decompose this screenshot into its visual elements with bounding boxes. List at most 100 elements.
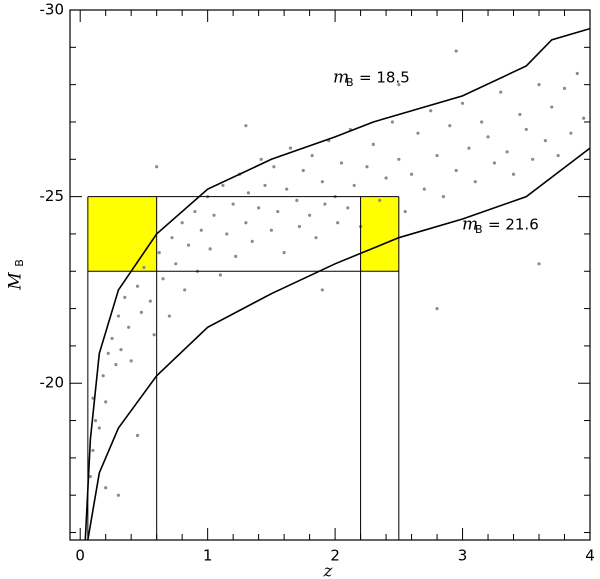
x-tick-label: 2 (330, 547, 340, 565)
data-point (104, 400, 108, 404)
data-point (101, 374, 105, 378)
data-point (397, 157, 401, 161)
data-point (234, 254, 238, 258)
x-tick-label: 0 (75, 547, 85, 565)
data-point (531, 157, 535, 161)
data-point (119, 348, 123, 352)
data-point (170, 236, 174, 240)
data-point (320, 288, 324, 292)
data-point (186, 243, 191, 247)
data-point (365, 165, 369, 169)
data-point (543, 139, 547, 143)
data-point (157, 251, 161, 255)
x-tick-label: 4 (585, 547, 595, 565)
data-point (480, 120, 484, 124)
data-point (104, 486, 108, 490)
data-point (257, 206, 261, 210)
data-point (276, 209, 280, 214)
data-point (537, 262, 541, 266)
data-point (135, 284, 140, 288)
data-point (123, 295, 127, 299)
data-point (582, 116, 586, 120)
data-point (93, 418, 98, 423)
data-point (193, 209, 197, 214)
data-point (569, 131, 573, 135)
data-point (435, 153, 439, 158)
data-point (282, 251, 286, 255)
data-point (511, 172, 516, 176)
data-point (346, 206, 350, 210)
data-point (435, 306, 439, 311)
data-point (492, 161, 497, 165)
data-point (339, 161, 344, 165)
data-point (454, 168, 458, 173)
data-point (88, 474, 92, 479)
magnitude-limit-curve (87, 147, 591, 541)
data-point (263, 183, 267, 188)
data-point (310, 153, 314, 158)
data-point (244, 221, 248, 225)
data-point (91, 396, 95, 400)
data-point (218, 273, 222, 277)
data-point (518, 112, 522, 117)
x-tick-label: 1 (203, 547, 213, 565)
magnitude-limit-curve (84, 27, 591, 541)
data-point (183, 288, 187, 292)
highlight-region (87, 196, 157, 272)
data-point (269, 228, 273, 232)
data-point (295, 198, 299, 202)
y-tick-label: -25 (40, 187, 65, 205)
data-point (403, 209, 407, 214)
y-label-subscript: B (13, 259, 26, 267)
data-point (116, 314, 121, 318)
data-point (135, 433, 140, 438)
y-tick-label: -20 (40, 374, 65, 392)
data-point (127, 325, 131, 329)
data-point (473, 180, 477, 184)
data-point (174, 262, 178, 266)
data-point (244, 124, 248, 128)
curve-label-symbol: m (333, 68, 349, 88)
data-point (110, 336, 114, 341)
data-point (199, 228, 203, 232)
data-point (167, 314, 172, 318)
x-tick-label: 3 (458, 547, 468, 565)
data-point (562, 86, 567, 90)
data-point (537, 83, 541, 87)
data-point (505, 150, 509, 154)
data-point (225, 232, 229, 236)
curve-label-subscript: B (475, 223, 483, 236)
data-point (272, 165, 276, 169)
data-point (550, 105, 554, 109)
data-point (384, 176, 388, 180)
plot-frame (69, 9, 591, 541)
data-point (320, 180, 324, 184)
data-point (429, 109, 433, 113)
data-point (416, 131, 420, 135)
data-point (297, 224, 302, 229)
data-point (259, 157, 263, 161)
data-point (323, 202, 327, 206)
y-label-symbol: M (6, 272, 26, 291)
data-point (467, 146, 471, 150)
data-point (139, 310, 143, 314)
data-point (152, 333, 156, 337)
data-point (575, 71, 579, 76)
data-point (371, 142, 375, 146)
y-tick-label: -30 (40, 1, 65, 19)
data-point (161, 277, 165, 281)
curve-label-text: = 21.6 (488, 216, 539, 234)
data-point (441, 195, 446, 199)
data-point (114, 362, 118, 367)
data-point (352, 183, 356, 188)
data-point (378, 198, 382, 202)
data-point (116, 493, 121, 497)
data-point (142, 265, 146, 270)
data-point (155, 165, 159, 169)
data-point (250, 239, 254, 244)
data-point (208, 247, 212, 251)
data-point (499, 90, 503, 94)
data-point (246, 191, 251, 195)
data-point (285, 187, 289, 191)
